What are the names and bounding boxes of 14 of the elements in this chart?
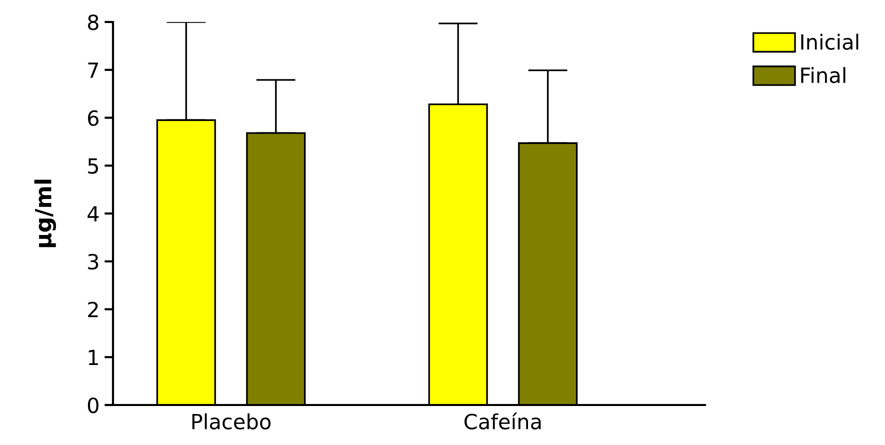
y-tick-label: 2 [88, 302, 98, 318]
y-tick-label: 1 [88, 350, 98, 366]
y-tick-label: 7 [88, 62, 98, 78]
y-tick-label: 3 [88, 254, 98, 270]
legend-label: Inicial [801, 34, 858, 50]
y-tick-label: 4 [88, 206, 99, 222]
x-tick-label: Placebo [192, 413, 271, 430]
y-axis-title: µg/ml [34, 180, 56, 248]
x-tick-label: Cafeína [464, 412, 541, 430]
y-tick-label: 5 [88, 158, 98, 174]
y-tick-label: 0 [88, 397, 98, 414]
legend-label: Final [801, 67, 846, 84]
y-tick-label: 6 [88, 110, 98, 126]
y-tick-label: 8 [88, 14, 98, 30]
